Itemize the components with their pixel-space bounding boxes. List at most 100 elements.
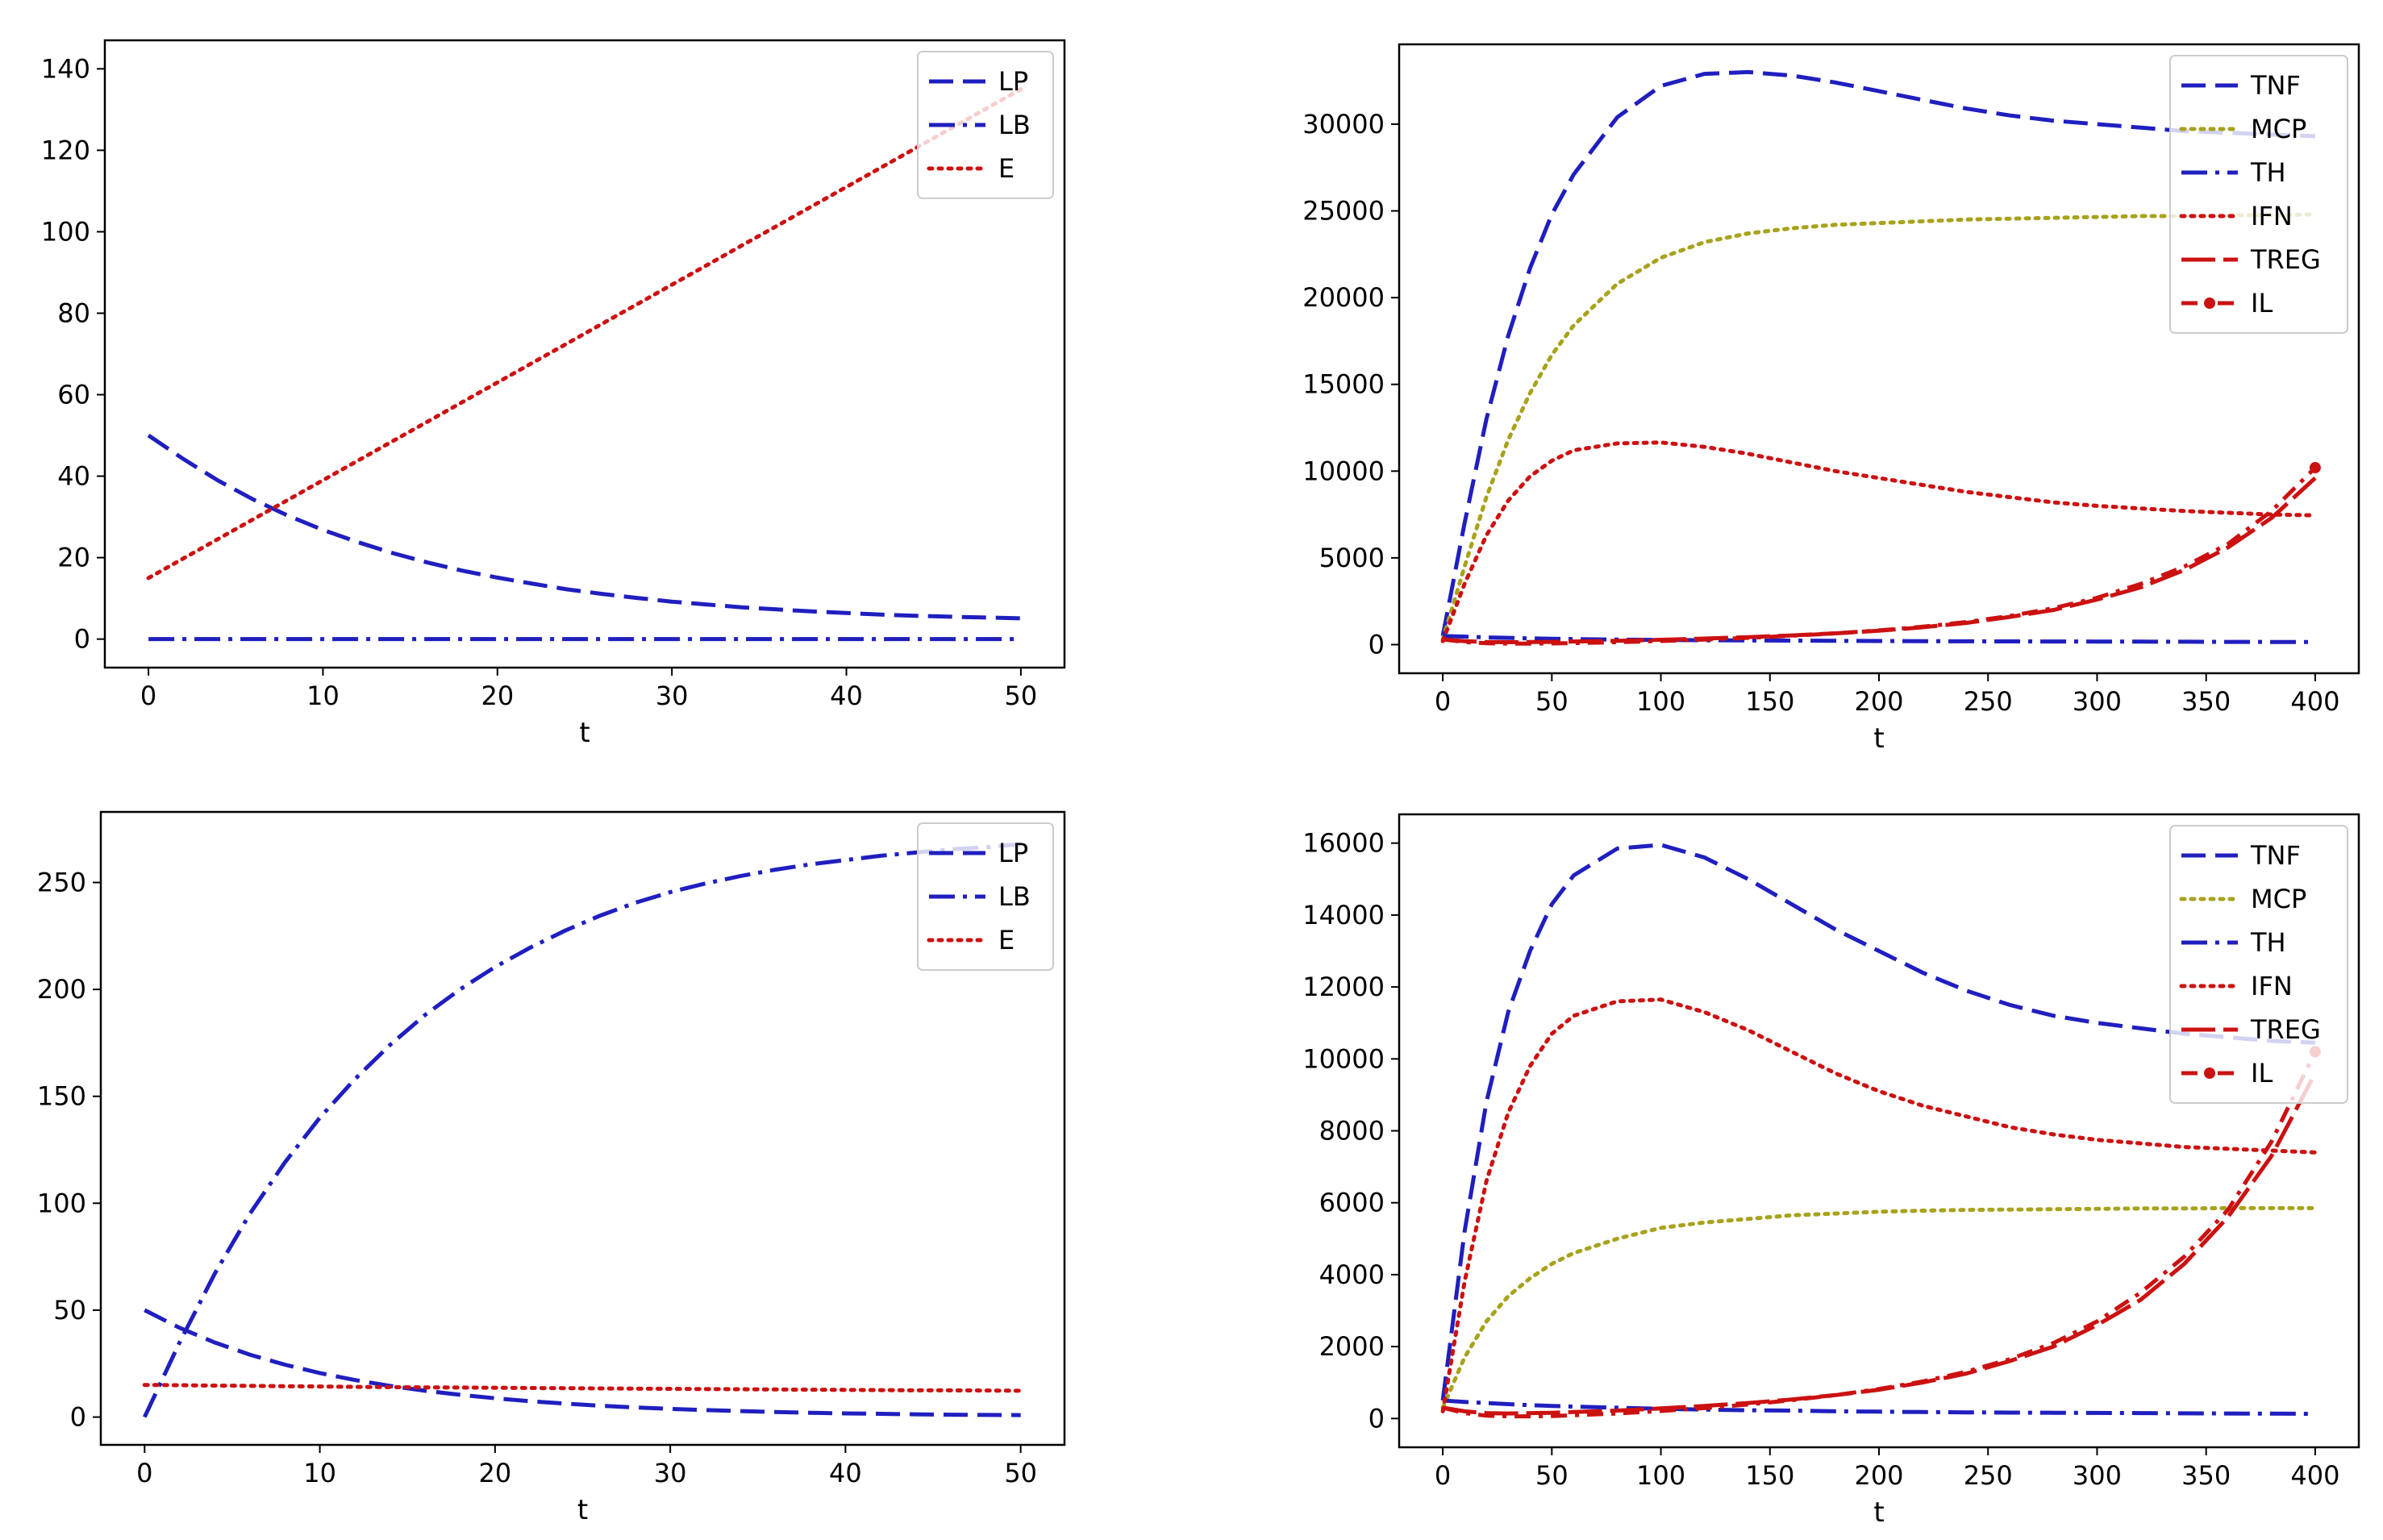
legend-label-lp: LP — [998, 838, 1028, 868]
series-line-ifn — [1440, 440, 2318, 643]
x-tick-label: 0 — [1435, 686, 1451, 717]
series-line-mcp — [1440, 1205, 2318, 1410]
legend: TNF MCP TH IFN TREG IL — [2169, 825, 2348, 1104]
chart-bottom-left: 0 10 20 30 40 50 0 50 100 150 200 250 t LP LB E — [0, 770, 1129, 1540]
x-tick-label: 300 — [2073, 686, 2122, 717]
series-line-e — [146, 87, 1023, 581]
legend-box — [2169, 55, 2348, 334]
x-axis-label: t — [1873, 1496, 1884, 1529]
y-tick-label: 6000 — [1319, 1188, 1385, 1218]
y-tick-label: 0 — [70, 1402, 86, 1433]
y-tick-label: 30000 — [1302, 109, 1385, 139]
x-tick-label: 300 — [2073, 1460, 2122, 1491]
chart-bottom-right-svg: 0 50 100 150 200 250 300 350 4000200040006000800… — [1302, 813, 2360, 1529]
x-tick-label: 100 — [1636, 686, 1685, 717]
x-tick-label: 150 — [1745, 1460, 1794, 1491]
x-tick-label: 10 — [303, 1458, 336, 1488]
y-tick-label: 25000 — [1302, 196, 1385, 227]
legend-marker-il — [2204, 298, 2215, 309]
legend-box — [2169, 825, 2348, 1104]
x-tick-label: 10 — [306, 681, 340, 711]
y-tick-label: 12000 — [1302, 972, 1385, 1002]
legend-label-il: IL — [2251, 288, 2273, 318]
y-tick-label: 40 — [57, 461, 90, 492]
legend-label-ifn: IFN — [2251, 201, 2293, 231]
y-tick-label: 5000 — [1319, 543, 1385, 573]
chart-top-left-svg: 0 10 20 30 40 50 0 20 40 60 80 100 120 140 t LP LB E — [41, 39, 1066, 749]
legend: TNF MCP TH IFN TREG IL — [2169, 55, 2348, 334]
y-tick-label: 16000 — [1302, 828, 1385, 859]
x-tick-label: 200 — [1854, 686, 1903, 717]
y-tick-label: 14000 — [1302, 900, 1385, 930]
series-line-treg — [1442, 477, 2317, 645]
legend-label-treg: TREG — [2250, 1014, 2321, 1045]
legend-label-e: E — [998, 153, 1014, 184]
x-axis-label: t — [579, 717, 590, 749]
x-tick-label: 350 — [2181, 686, 2231, 717]
y-tick-label: 50 — [53, 1295, 86, 1326]
axes: 0 10 20 30 40 50 0 50 100 150 200 250 t — [37, 868, 1037, 1526]
series-line-treg — [1442, 1072, 2318, 1416]
axes: 0 50 100 150 200 250 300 350 400 0 5000 10000 15000 2… — [1302, 109, 2339, 755]
y-tick-label: 2000 — [1319, 1331, 1385, 1362]
legend-marker-il — [2204, 1068, 2215, 1079]
legend-label-ifn: IFN — [2251, 971, 2293, 1001]
axes: 0 50 100 150 200 250 300 350 4000200040006000800… — [1302, 828, 2339, 1529]
plot-frame — [99, 810, 1066, 1446]
y-tick-label: 4000 — [1319, 1259, 1385, 1290]
y-tick-label: 10000 — [1302, 456, 1385, 486]
plot-frame — [1398, 43, 2360, 675]
series-line-e — [142, 1383, 1023, 1393]
x-tick-label: 250 — [1964, 1460, 2013, 1491]
x-tick-label: 40 — [829, 1458, 862, 1488]
chart-bottom-left-svg: 0 10 20 30 40 50 0 50 100 150 200 250 t LP LB E — [37, 810, 1066, 1526]
x-tick-label: 30 — [656, 681, 689, 711]
legend-label-th: TH — [2250, 927, 2286, 958]
x-tick-label: 20 — [481, 681, 514, 711]
series-line-tnf — [1440, 69, 2315, 637]
y-tick-label: 200 — [37, 974, 86, 1005]
series-line-th — [1443, 634, 2315, 644]
x-tick-label: 150 — [1745, 686, 1794, 717]
x-tick-label: 0 — [140, 681, 156, 711]
chart-top-right: 0 50 100 150 200 250 300 350 400 0 5000 10000 15000 2… — [1238, 0, 2383, 770]
x-tick-label: 350 — [2181, 1460, 2231, 1491]
series-group — [1440, 69, 2321, 646]
legend-label-tnf: TNF — [2250, 840, 2301, 871]
legend-label-th: TH — [2250, 157, 2286, 188]
legend: LP LB E — [917, 51, 1054, 199]
series-line-ifn — [1440, 997, 2318, 1413]
series-line-tnf — [1440, 843, 2316, 1401]
x-tick-label: 30 — [654, 1458, 687, 1488]
x-tick-label: 100 — [1636, 1460, 1685, 1491]
x-tick-label: 400 — [2290, 686, 2339, 717]
x-tick-label: 400 — [2290, 1460, 2339, 1491]
chart-top-left: 0 10 20 30 40 50 0 20 40 60 80 100 120 140 t LP LB E — [0, 0, 1129, 770]
x-axis-label: t — [1873, 722, 1884, 755]
legend-label-lb: LB — [998, 881, 1031, 912]
y-tick-label: 140 — [41, 53, 90, 84]
series-line-lp — [147, 433, 1021, 621]
series-group — [142, 842, 1023, 1418]
y-tick-label: 100 — [37, 1188, 86, 1218]
legend-label-e: E — [998, 925, 1014, 955]
plot-frame — [103, 39, 1066, 669]
x-tick-label: 50 — [1535, 686, 1569, 717]
legend-label-il: IL — [2251, 1058, 2273, 1088]
legend-label-lb: LB — [998, 110, 1031, 140]
legend: LP LB E — [917, 822, 1054, 971]
series-line-lp — [144, 1308, 1021, 1417]
y-tick-label: 100 — [41, 216, 90, 247]
legend-label-tnf: TNF — [2250, 70, 2301, 101]
y-tick-label: 0 — [74, 624, 90, 655]
legend-label-mcp: MCP — [2251, 884, 2306, 914]
series-marker-il — [2309, 462, 2321, 474]
series-group — [146, 87, 1023, 642]
y-tick-label: 20 — [57, 543, 90, 573]
y-tick-label: 15000 — [1302, 369, 1385, 400]
chart-top-right-svg: 0 50 100 150 200 250 300 350 400 0 5000 10000 15000 2… — [1302, 43, 2360, 755]
y-tick-label: 60 — [57, 380, 90, 410]
x-tick-label: 0 — [136, 1458, 152, 1488]
y-tick-label: 0 — [1369, 1403, 1385, 1434]
x-tick-label: 50 — [1535, 1460, 1569, 1491]
